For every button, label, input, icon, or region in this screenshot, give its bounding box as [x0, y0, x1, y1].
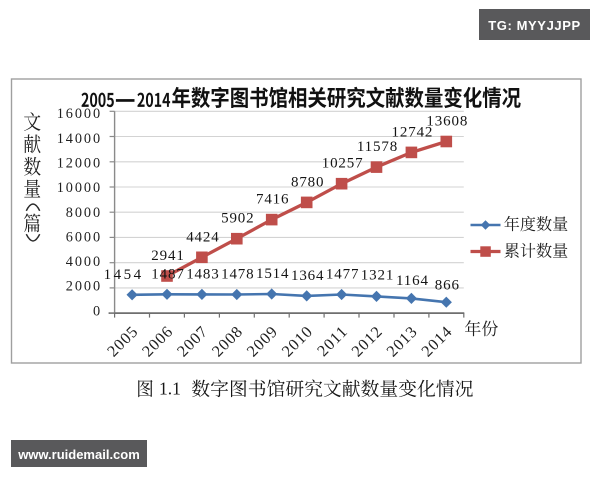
svg-text:13608: 13608 [426, 114, 468, 130]
svg-text:1454: 1454 [104, 267, 144, 283]
svg-text:14000: 14000 [57, 131, 102, 147]
svg-text:8000: 8000 [66, 205, 102, 221]
svg-text:10000: 10000 [57, 180, 102, 196]
svg-text:2941: 2941 [151, 248, 184, 264]
svg-text:0: 0 [93, 303, 102, 319]
svg-text:11578: 11578 [357, 139, 398, 155]
svg-text:12000: 12000 [57, 155, 102, 171]
svg-text:2000: 2000 [66, 279, 102, 295]
svg-text:1487: 1487 [151, 266, 184, 282]
svg-text:4424: 4424 [186, 229, 219, 245]
svg-text:12742: 12742 [392, 124, 434, 140]
svg-text:7416: 7416 [256, 192, 289, 208]
svg-text:1514: 1514 [256, 266, 289, 282]
svg-text:1364: 1364 [291, 268, 324, 284]
svg-text:5902: 5902 [221, 211, 254, 227]
svg-text:866: 866 [435, 278, 460, 294]
svg-text:1477: 1477 [326, 267, 359, 283]
svg-text:1321: 1321 [361, 267, 394, 283]
svg-text:1164: 1164 [396, 273, 429, 289]
svg-text:8780: 8780 [291, 174, 324, 190]
svg-text:16000: 16000 [57, 106, 102, 122]
svg-text:10257: 10257 [322, 156, 364, 172]
svg-text:1.1: 1.1 [159, 379, 181, 399]
svg-text:6000: 6000 [66, 229, 102, 245]
svg-text:4000: 4000 [66, 254, 102, 270]
svg-text:1478: 1478 [221, 267, 254, 283]
svg-text:1483: 1483 [186, 266, 219, 282]
